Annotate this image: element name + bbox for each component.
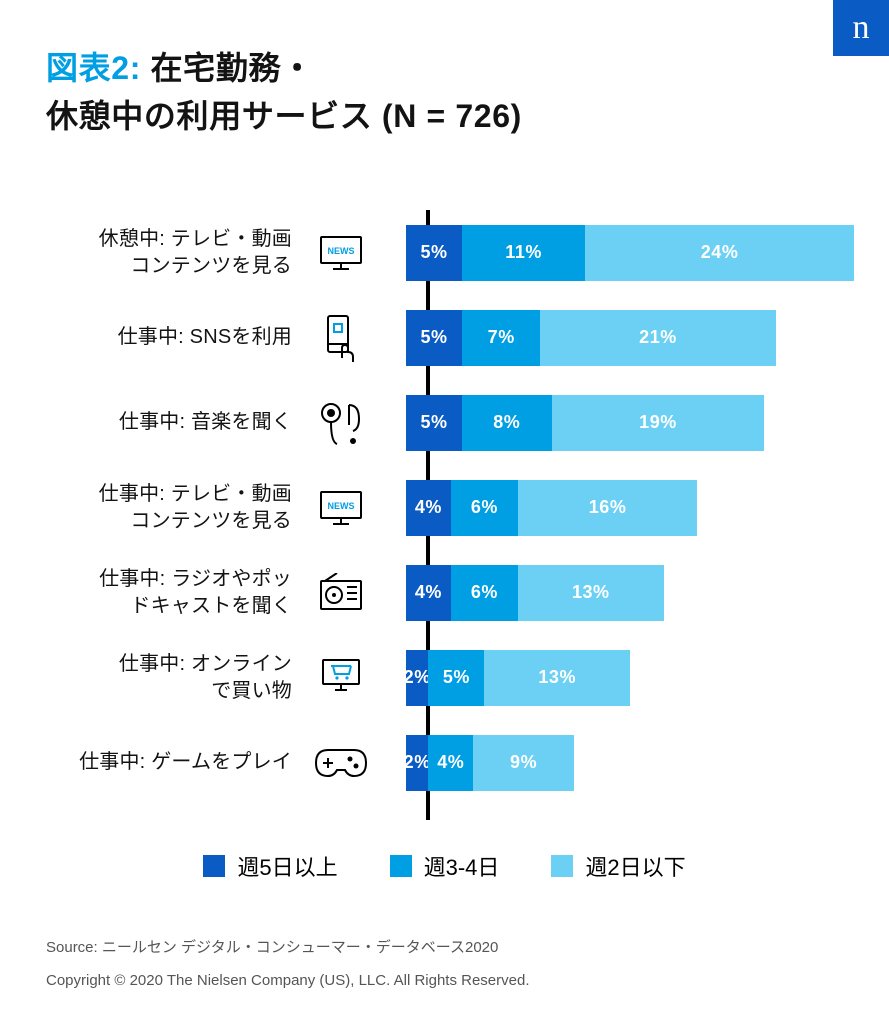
earbuds-icon bbox=[306, 399, 376, 447]
row-label: 仕事中: テレビ・動画コンテンツを見る bbox=[46, 481, 306, 535]
legend-swatch bbox=[551, 855, 573, 877]
legend-item: 週2日以下 bbox=[551, 850, 685, 882]
bar-segment: 9% bbox=[473, 735, 574, 791]
bar-segment: 13% bbox=[484, 650, 630, 706]
chart-row: 仕事中: ラジオやポッドキャストを聞く 4%6%13% bbox=[46, 550, 869, 635]
chart-row: 仕事中: テレビ・動画コンテンツを見る NEWS 4%6%16% bbox=[46, 465, 869, 550]
tv-news-icon: NEWS bbox=[306, 233, 376, 273]
row-label: 仕事中: ゲームをプレイ bbox=[46, 749, 306, 776]
bar-segment: 7% bbox=[462, 310, 540, 366]
copyright-text: Copyright © 2020 The Nielsen Company (US… bbox=[46, 972, 530, 989]
legend-swatch bbox=[203, 855, 225, 877]
chart-row: 仕事中: オンラインで買い物 2%5%13% bbox=[46, 635, 869, 720]
bar-segment: 4% bbox=[428, 735, 473, 791]
bar-stack: 4%6%16% bbox=[406, 480, 697, 536]
bar-segment: 5% bbox=[406, 225, 462, 281]
bar-segment: 5% bbox=[406, 310, 462, 366]
tv-news-icon: NEWS bbox=[306, 488, 376, 528]
bar-segment: 2% bbox=[406, 650, 428, 706]
gamepad-icon bbox=[306, 746, 376, 780]
bar-stack: 2%5%13% bbox=[406, 650, 630, 706]
nielsen-logo-glyph: n bbox=[853, 11, 870, 45]
source-text: Source: ニールセン デジタル・コンシューマー・データベース2020 bbox=[46, 936, 498, 957]
bar-segment: 19% bbox=[552, 395, 765, 451]
chart-row: 仕事中: ゲームをプレイ 2%4%9% bbox=[46, 720, 869, 805]
title-prefix: 図表2: bbox=[46, 50, 141, 86]
row-label: 休憩中: テレビ・動画コンテンツを見る bbox=[46, 226, 306, 280]
title-line1: 在宅勤務・ bbox=[141, 50, 314, 86]
row-label: 仕事中: SNSを利用 bbox=[46, 324, 306, 351]
legend-swatch bbox=[390, 855, 412, 877]
bar-segment: 6% bbox=[451, 565, 518, 621]
title-line2: 休憩中の利用サービス (N = 726) bbox=[46, 98, 522, 134]
legend-label: 週5日以上 bbox=[237, 850, 337, 882]
legend-item: 週3-4日 bbox=[390, 850, 500, 882]
row-label: 仕事中: ラジオやポッドキャストを聞く bbox=[46, 566, 306, 620]
chart-row: 仕事中: SNSを利用 5%7%21% bbox=[46, 295, 869, 380]
bar-stack: 5%7%21% bbox=[406, 310, 776, 366]
chart-row: 仕事中: 音楽を聞く 5%8%19% bbox=[46, 380, 869, 465]
bar-stack: 5%11%24% bbox=[406, 225, 854, 281]
bar-segment: 6% bbox=[451, 480, 518, 536]
bar-segment: 13% bbox=[518, 565, 664, 621]
nielsen-logo: n bbox=[833, 0, 889, 56]
row-label: 仕事中: 音楽を聞く bbox=[46, 409, 306, 436]
chart-title: 図表2: 在宅勤務・ 休憩中の利用サービス (N = 726) bbox=[0, 0, 889, 140]
chart-row: 休憩中: テレビ・動画コンテンツを見る NEWS 5%11%24% bbox=[46, 210, 869, 295]
bar-segment: 16% bbox=[518, 480, 697, 536]
bar-segment: 5% bbox=[428, 650, 484, 706]
bar-segment: 24% bbox=[585, 225, 854, 281]
svg-text:NEWS: NEWS bbox=[328, 246, 355, 256]
svg-text:NEWS: NEWS bbox=[328, 501, 355, 511]
bar-stack: 2%4%9% bbox=[406, 735, 574, 791]
bar-segment: 4% bbox=[406, 565, 451, 621]
bar-segment: 2% bbox=[406, 735, 428, 791]
bar-stack: 5%8%19% bbox=[406, 395, 764, 451]
bar-segment: 5% bbox=[406, 395, 462, 451]
bar-segment: 21% bbox=[540, 310, 775, 366]
phone-tap-icon bbox=[306, 314, 376, 362]
bar-segment: 4% bbox=[406, 480, 451, 536]
row-label: 仕事中: オンラインで買い物 bbox=[46, 651, 306, 705]
legend: 週5日以上 週3-4日 週2日以下 bbox=[0, 850, 889, 882]
bar-segment: 8% bbox=[462, 395, 552, 451]
shop-icon bbox=[306, 656, 376, 700]
legend-label: 週2日以下 bbox=[585, 850, 685, 882]
bar-stack: 4%6%13% bbox=[406, 565, 664, 621]
radio-icon bbox=[306, 573, 376, 613]
stacked-bar-chart: 休憩中: テレビ・動画コンテンツを見る NEWS 5%11%24%仕事中: SN… bbox=[46, 210, 869, 810]
bar-segment: 11% bbox=[462, 225, 585, 281]
legend-label: 週3-4日 bbox=[424, 850, 500, 882]
legend-item: 週5日以上 bbox=[203, 850, 337, 882]
